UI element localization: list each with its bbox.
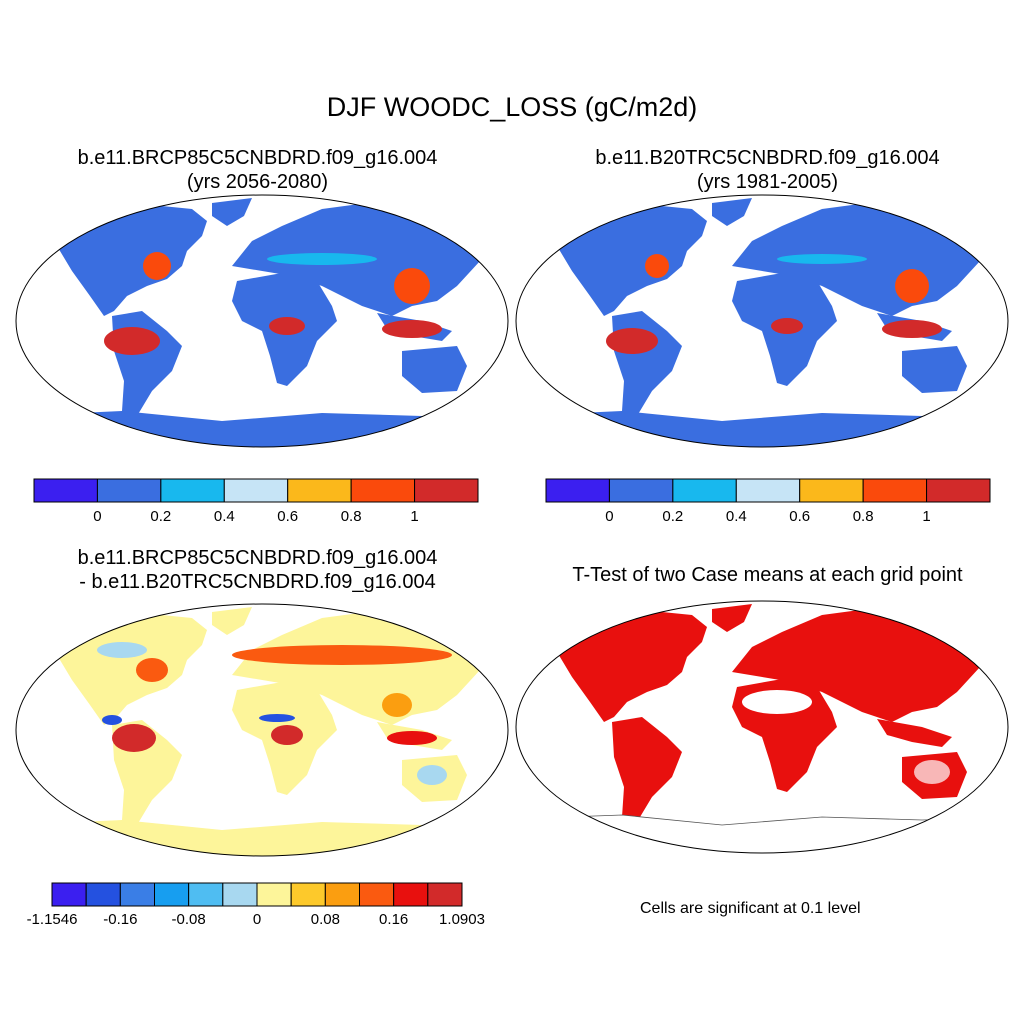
colorbar-swatch [926, 478, 991, 503]
colorbar-swatch [735, 478, 801, 503]
colorbar-tick-label: 0.2 [150, 508, 172, 525]
map-panel-1 [15, 194, 509, 448]
colorbar-swatch [223, 478, 289, 503]
panel2-title-line2: (yrs 1981-2005) [696, 171, 839, 193]
colorbar-swatch [414, 478, 479, 503]
colorbar-swatch [222, 882, 258, 907]
colorbar-swatch [33, 478, 98, 503]
colorbar-swatch [119, 882, 156, 907]
colorbar-tick-label: 0 [605, 508, 614, 525]
colorbar-tick-label: -0.08 [171, 911, 206, 928]
colorbar-swatch [608, 478, 674, 503]
colorbar-tick-label: 1 [410, 508, 419, 525]
colorbar-tick-label: -0.16 [103, 911, 138, 928]
panel2-title: b.e11.B20TRC5CNBDRD.f09_g16.004 (yrs 198… [515, 146, 1020, 194]
colorbar-swatch [96, 478, 162, 503]
colorbar-swatch [287, 478, 352, 503]
colorbar-tick-label: 0.2 [662, 508, 684, 525]
colorbar-tick-label: 0.6 [789, 508, 811, 525]
colorbar-tick-label: 0.8 [340, 508, 362, 525]
colorbar-swatch [799, 478, 864, 503]
panel4-title-line1: T-Test of two Case means at each grid po… [572, 564, 963, 586]
map-panel-2 [515, 194, 1009, 448]
colorbar-swatch [862, 478, 928, 503]
map-panel-4 [515, 600, 1009, 854]
colorbar-swatch [393, 882, 429, 907]
colorbar-panel-1 [33, 478, 479, 503]
significance-note: Cells are significant at 0.1 level [640, 900, 861, 917]
colorbar-tick-label: 0.16 [379, 911, 409, 928]
colorbar-tick-label: 0.08 [310, 911, 340, 928]
colorbar-tick-label: 0.4 [725, 508, 747, 525]
map-panel-3 [15, 603, 509, 857]
colorbar-tick-label: 0 [93, 508, 102, 525]
colorbar-tick-label: -1.1546 [26, 911, 78, 928]
colorbar-tick-label: 1.0903 [439, 911, 485, 928]
panel1-title-line2: (yrs 2056-2080) [186, 171, 329, 193]
colorbar-panel-2 [545, 478, 991, 503]
colorbar-swatch [290, 882, 326, 907]
colorbar-swatch [359, 882, 395, 907]
panel1-title-line1: b.e11.BRCP85C5CNBDRD.f09_g16.004 [77, 147, 438, 169]
colorbar-swatch [672, 478, 737, 503]
colorbar-tick-label: 0.6 [277, 508, 299, 525]
panel2-title-line1: b.e11.B20TRC5CNBDRD.f09_g16.004 [595, 147, 940, 169]
colorbar-swatch [85, 882, 121, 907]
colorbar-tick-label: 0.8 [852, 508, 874, 525]
colorbar-swatch [256, 882, 292, 907]
colorbar-swatch [154, 882, 190, 907]
colorbar-panel-3 [51, 882, 463, 907]
main-title: DJF WOODC_LOSS (gC/m2d) [326, 92, 698, 122]
colorbar-tick-label: 0 [252, 911, 262, 928]
panel3-title: b.e11.BRCP85C5CNBDRD.f09_g16.004 - b.e11… [5, 546, 510, 594]
panel3-title-line2: - b.e11.B20TRC5CNBDRD.f09_g16.004 [79, 571, 436, 593]
panel3-title-line1: b.e11.BRCP85C5CNBDRD.f09_g16.004 [77, 547, 438, 569]
panel4-title: T-Test of two Case means at each grid po… [515, 563, 1020, 587]
colorbar-swatch [188, 882, 224, 907]
colorbar-swatch [160, 478, 225, 503]
colorbar-swatch [427, 882, 463, 907]
colorbar-swatch [51, 882, 87, 907]
colorbar-swatch [324, 882, 361, 907]
colorbar-tick-label: 1 [922, 508, 931, 525]
colorbar-swatch [545, 478, 610, 503]
colorbar-tick-label: 0.4 [213, 508, 235, 525]
panel1-title: b.e11.BRCP85C5CNBDRD.f09_g16.004 (yrs 20… [5, 146, 510, 194]
colorbar-swatch [350, 478, 416, 503]
